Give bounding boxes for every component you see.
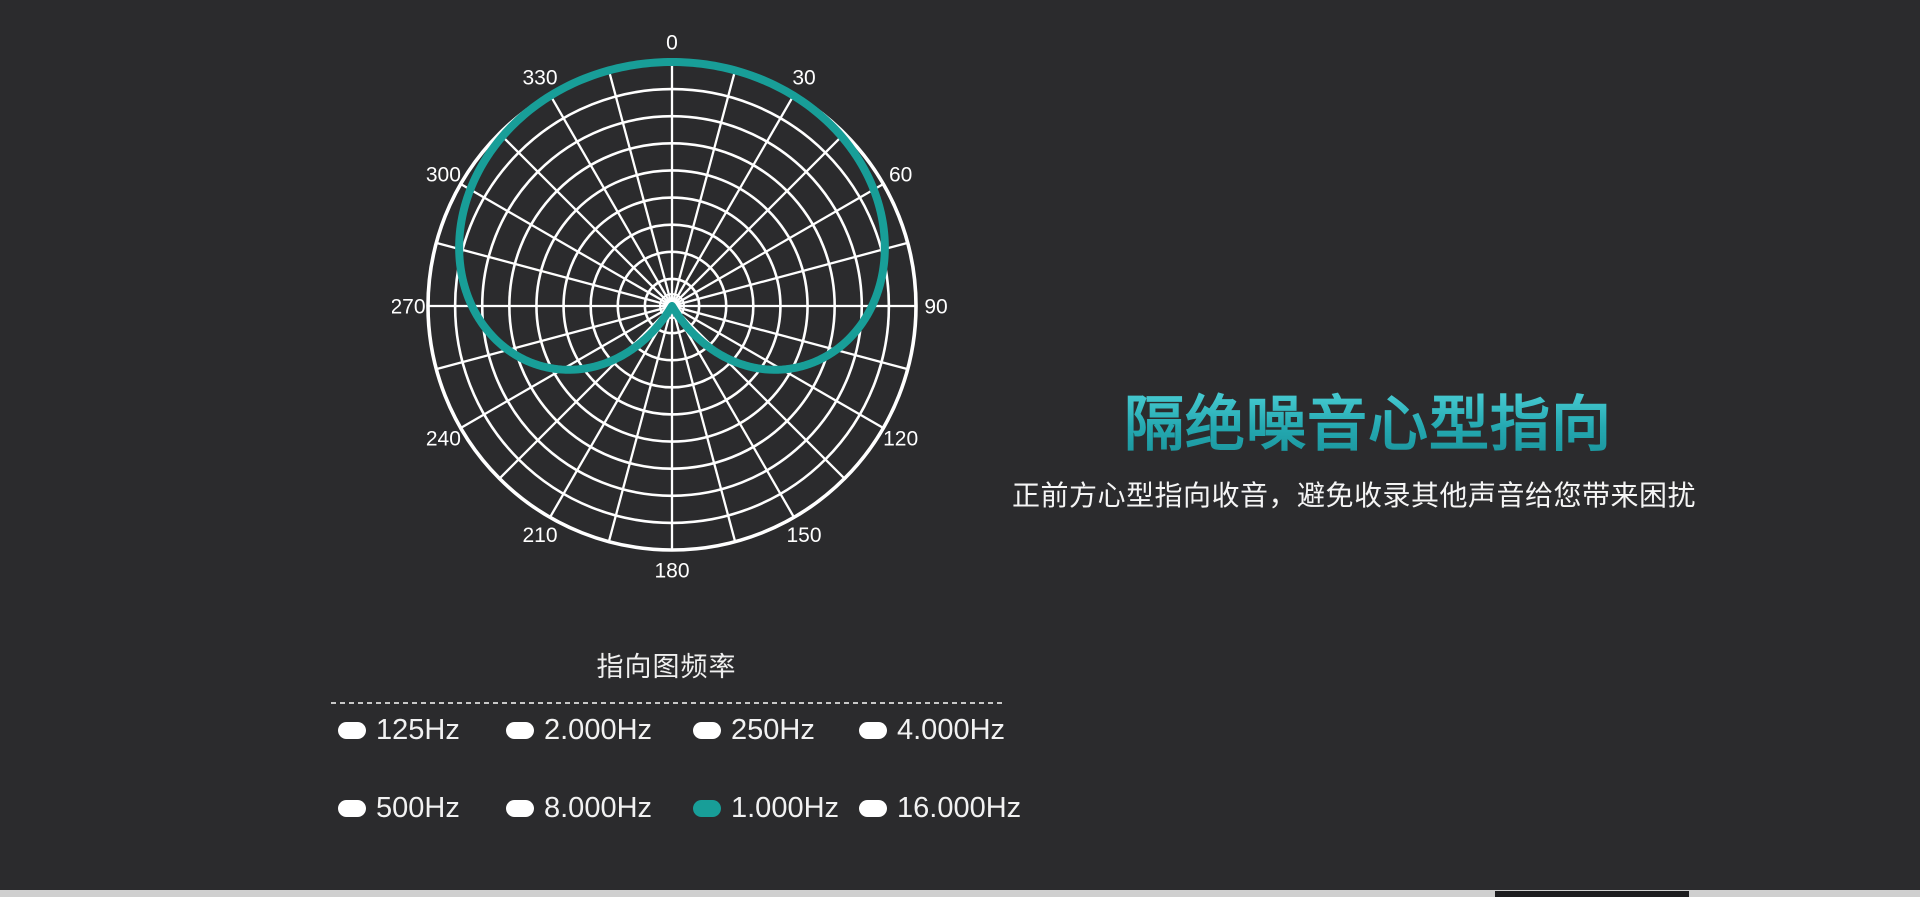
legend-pill [338, 721, 366, 739]
page-bottom-edge [0, 890, 1920, 897]
grid-spoke [671, 132, 846, 307]
legend-pill [506, 721, 534, 739]
legend-item-125hz[interactable]: 125Hz [338, 708, 506, 752]
angle-label: 30 [792, 67, 815, 90]
legend-item-label: 16.000Hz [897, 791, 1022, 824]
angle-label: 210 [522, 524, 557, 547]
legend-pill [859, 799, 887, 817]
grid-spoke [671, 94, 795, 307]
legend-item-2.000hz[interactable]: 2.000Hz [506, 708, 693, 752]
grid-spoke [436, 304, 673, 371]
grid-spoke [607, 305, 674, 542]
angle-label: 240 [426, 427, 461, 450]
polar-pattern-chart: 0 30 60 90 120 150 180 210 240 270 300 330 [390, 26, 952, 586]
legend-item-label: 1.000Hz [731, 791, 840, 824]
legend-pill [506, 799, 534, 817]
grid-spoke [671, 241, 908, 308]
angle-label: 180 [654, 559, 689, 582]
legend-divider [331, 702, 1002, 704]
legend-item-8.000hz[interactable]: 8.000Hz [506, 786, 693, 830]
angle-label: 270 [392, 295, 426, 318]
legend-items: 125Hz 2.000Hz 250Hz 4.000Hz 500Hz 8.000Hz 1.00… [338, 708, 1039, 830]
angle-label: 150 [786, 524, 821, 547]
section-subtitle: 正前方心型指向收音，避免收录其他声音给您带来困扰 [1012, 480, 1697, 511]
legend-pill-active [693, 799, 721, 817]
grid-spoke [498, 305, 673, 480]
angle-label: 60 [889, 163, 912, 186]
pattern-curve [455, 58, 889, 374]
grid-spoke [671, 183, 884, 307]
legend-item-label: 2.000Hz [544, 713, 653, 746]
grid-spoke [460, 183, 673, 307]
legend-item-250hz[interactable]: 250Hz [693, 708, 859, 752]
legend-item-4.000hz[interactable]: 4.000Hz [859, 708, 1039, 752]
polar-chart-svg: 0 30 60 90 120 150 180 210 240 270 300 330 [390, 31, 947, 582]
angle-label: 300 [426, 163, 461, 186]
legend-item-label: 8.000Hz [544, 791, 653, 824]
grid-spoke [670, 70, 737, 307]
section-title: 隔绝噪音心型指向 [1124, 391, 1612, 458]
legend-item-label: 4.000Hz [897, 713, 1006, 746]
legend-item-16.000hz[interactable]: 16.000Hz [859, 786, 1039, 830]
grid-spoke [670, 305, 737, 542]
grid-spoke [607, 70, 674, 307]
grid-spoke [549, 305, 673, 518]
angle-label: 120 [883, 427, 918, 450]
grid-spoke [549, 94, 673, 307]
grid-spoke [671, 304, 908, 371]
legend-pill [338, 799, 366, 817]
grid-spoke [671, 305, 846, 480]
legend-item-500hz[interactable]: 500Hz [338, 786, 506, 830]
legend-item-label: 500Hz [376, 791, 460, 824]
legend-item-label: 250Hz [731, 713, 815, 746]
grid-spoke [498, 132, 673, 307]
grid-spoke [436, 241, 673, 308]
legend-item-label: 125Hz [376, 713, 460, 746]
legend-pill [693, 721, 721, 739]
legend-item-1.000hz[interactable]: 1.000Hz [693, 786, 859, 830]
angle-label: 0 [666, 31, 678, 54]
angle-label: 90 [924, 295, 947, 318]
next-section-preview [1495, 891, 1689, 897]
grid-spoke [671, 305, 795, 518]
angle-label: 330 [522, 67, 557, 90]
legend-pill [859, 721, 887, 739]
legend-title: 指向图频率 [596, 652, 737, 682]
